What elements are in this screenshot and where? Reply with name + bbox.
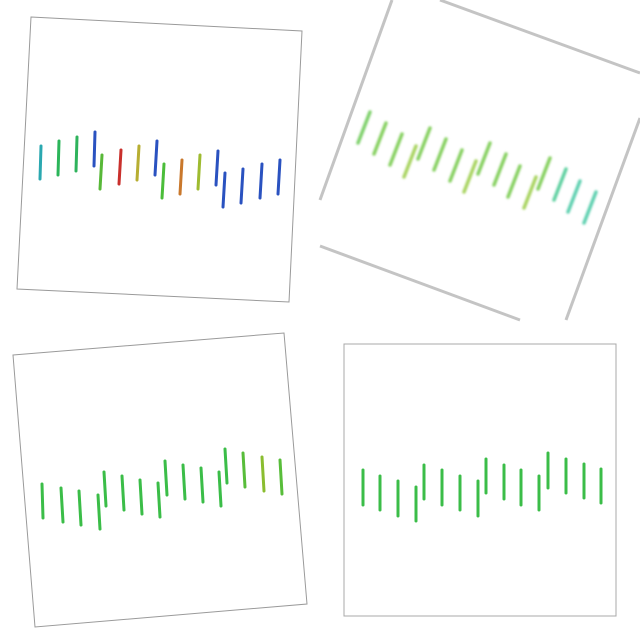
panel-top-right-edge-top	[318, 0, 394, 201]
panel-bottom-left-stroke-12	[217, 470, 223, 508]
panel-top-right-stroke-5	[416, 126, 432, 161]
panel-bottom-left-frame	[12, 332, 308, 628]
panel-bottom-left-stroke-10	[181, 463, 187, 501]
panel-top-left-stroke-4	[92, 130, 97, 168]
panel-top-right-stroke-16	[582, 190, 598, 225]
panel-top-left-stroke-15	[258, 162, 264, 200]
panel-top-right-stroke-9	[476, 141, 492, 176]
panel-top-left-stroke-8	[153, 139, 159, 177]
panel-top-left-stroke-5	[98, 153, 104, 191]
panel-top-left-stroke-14	[239, 167, 245, 205]
panel-bottom-left	[12, 332, 308, 628]
panel-top-left-strokes	[38, 130, 282, 209]
panel-top-right-edge-right	[564, 117, 640, 321]
panel-top-right-stroke-6	[432, 137, 448, 172]
panel-top-left-stroke-7	[135, 144, 141, 182]
panel-top-left-stroke-12	[214, 149, 220, 187]
panel-top-right-stroke-11	[506, 164, 522, 199]
panel-bottom-left-stroke-1	[40, 482, 45, 520]
panel-top-right-stroke-3	[388, 132, 404, 167]
panel-bottom-left-stroke-4	[96, 493, 102, 531]
panel-bottom-left-strokes	[40, 447, 284, 531]
panel-top-left	[16, 16, 303, 303]
panel-top-right-strokes	[356, 110, 598, 225]
panel-top-right-stroke-12	[522, 175, 538, 210]
panel-bottom-left-stroke-14	[241, 451, 247, 489]
panel-bottom-left-stroke-2	[59, 486, 65, 524]
panel-bottom-left-stroke-7	[138, 478, 144, 516]
panel-top-left-stroke-11	[196, 153, 202, 191]
panel-top-right	[318, 0, 640, 322]
panel-bottom-left-stroke-9	[163, 459, 169, 497]
panel-top-right-stroke-2	[372, 121, 388, 156]
panel-top-right-stroke-13	[536, 156, 552, 191]
panel-top-right-stroke-1	[356, 110, 372, 145]
panel-top-right-stroke-7	[448, 148, 464, 183]
panel-top-left-stroke-13	[221, 171, 227, 209]
panel-top-right-stroke-14	[552, 167, 568, 202]
panel-bottom-left-stroke-8	[156, 481, 162, 519]
panel-bottom-right	[343, 343, 617, 617]
panel-bottom-left-stroke-3	[77, 489, 83, 527]
panel-bottom-left-stroke-11	[199, 466, 205, 504]
panel-top-left-stroke-9	[160, 162, 166, 200]
panel-bottom-left-stroke-6	[120, 474, 126, 512]
panel-bottom-left-stroke-5	[102, 470, 108, 508]
panel-bottom-left-stroke-16	[278, 458, 284, 496]
panel-top-right-stroke-4	[402, 144, 418, 179]
panel-bottom-right-frame	[343, 343, 617, 617]
panel-top-right-stroke-8	[462, 159, 478, 194]
panel-bottom-right-strokes	[361, 451, 603, 523]
panel-top-left-frame	[16, 16, 303, 303]
panel-bottom-left-stroke-15	[260, 455, 266, 493]
panel-top-right-stroke-10	[492, 152, 508, 187]
panel-top-right-edge-top2	[439, 0, 640, 75]
panel-top-left-stroke-10	[178, 158, 184, 196]
panel-top-right-edge-bottom	[319, 244, 521, 322]
panel-top-left-stroke-2	[56, 139, 61, 177]
panel-top-left-stroke-3	[74, 135, 79, 173]
panel-top-right-stroke-15	[566, 179, 582, 214]
panel-top-left-stroke-16	[276, 158, 282, 196]
panel-top-left-stroke-6	[117, 148, 123, 186]
panel-top-left-stroke-1	[38, 144, 43, 181]
panel-bottom-left-stroke-13	[223, 447, 229, 485]
